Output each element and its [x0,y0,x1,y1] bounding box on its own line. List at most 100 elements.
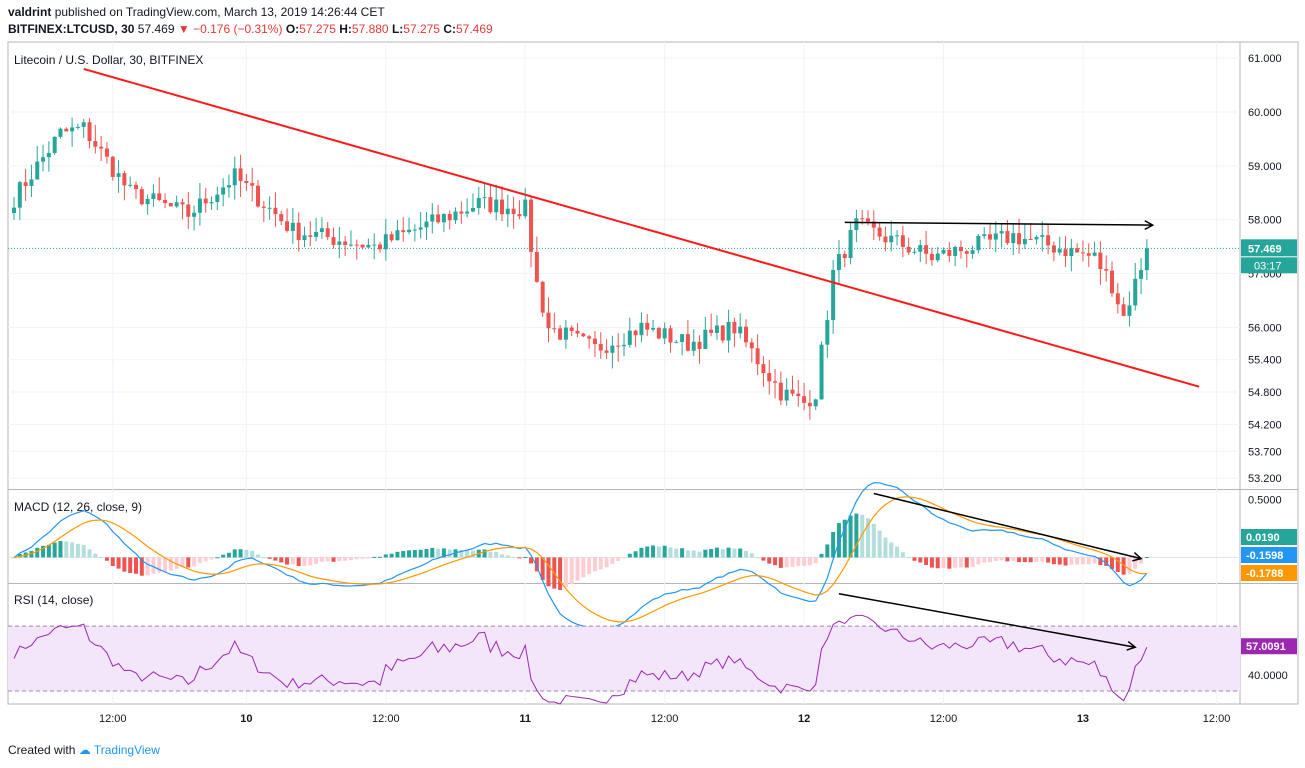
candle-body [796,393,801,397]
candle-body [622,344,626,347]
candle-body [993,233,998,240]
macd-histogram-bar [430,547,435,558]
close-label: C: [443,22,456,36]
candle-body [168,203,173,207]
macd-histogram-bar [482,549,487,558]
candle-body [308,235,313,237]
macd-y-tick: 0.5000 [1248,494,1282,506]
macd-histogram-bar [441,548,446,558]
macd-histogram-bar [953,557,958,568]
candle-body [325,228,330,238]
candle-body [261,206,266,208]
candle-body [128,184,133,186]
macd-histogram-bar [1051,557,1056,565]
candle-body [256,185,260,207]
candle-body [424,221,429,228]
macd-histogram-bar [668,547,673,558]
macd-histogram-bar [842,519,847,558]
macd-histogram-bar [151,557,156,574]
macd-histogram-bar [459,549,464,558]
candle-body [354,244,359,246]
candle-body [296,222,301,241]
candle-body [41,157,46,162]
macd-histogram-bar [964,557,969,568]
candle-body [523,199,528,217]
macd-histogram-bar [17,553,22,558]
candle-body [929,253,934,261]
candle-body [366,244,371,248]
macd-histogram-bar [209,557,214,560]
author-name[interactable]: valdrint [8,5,52,19]
macd-histogram-bar [256,554,260,558]
countdown-label: 03:17 [1254,260,1282,272]
macd-histogram-bar [348,557,353,561]
tradingview-brand[interactable]: TradingView [93,743,160,757]
macd-histogram-bar [285,557,290,565]
candle-body [116,173,121,177]
candle-body [360,244,365,248]
candle-body [552,328,557,330]
macd-histogram-bar [592,557,597,572]
candle-body [1017,233,1022,245]
macd-histogram-bar [807,557,812,566]
candle-body [465,211,470,214]
rsi-divergence-arrow [838,592,1136,648]
macd-histogram-bar [1046,557,1051,563]
macd-histogram-bar [1104,557,1109,566]
macd-histogram-bar [680,548,685,558]
macd-histogram-bar [128,557,133,573]
candle-body [395,230,400,241]
candle-body [1063,249,1068,257]
low-value: 57.275 [403,22,440,36]
resistance-arrow-head [1144,220,1155,231]
macd-histogram-bar [418,549,423,558]
macd-histogram-bar [46,544,51,558]
macd-value-label: -0.1598 [1246,550,1283,562]
macd-histogram-bar [529,557,534,564]
x-tick-label: 12:00 [651,713,679,725]
candle-body [1080,252,1085,254]
macd-histogram-bar [575,557,580,581]
macd-histogram-bar [813,557,818,564]
candle-body [1115,293,1120,305]
candle-body [226,185,231,188]
candle-body [17,182,22,208]
candle-body [447,214,452,221]
candle-body [81,122,86,127]
candle-body [964,251,969,254]
candle-body [558,328,563,340]
macd-histogram-bar [250,550,255,558]
candle-body [122,173,127,186]
candle-body [662,328,667,339]
publish-text: published on TradingView.com, March 13, … [54,5,385,19]
tradingview-logo-icon[interactable]: ☁ [78,743,91,757]
macd-histogram-bar [192,557,197,567]
candle-body [1034,236,1039,240]
macd-histogram-bar [296,557,301,567]
last-price-tag [1241,239,1297,257]
candle-body [290,222,295,231]
candle-body [668,328,673,343]
candle-body [163,200,168,204]
macd-histogram-bar [517,557,522,559]
macd-value-label: 0.0190 [1246,532,1280,544]
candle-body [180,202,185,205]
candle-body [1127,305,1132,316]
rsi-title: RSI (14, close) [14,593,93,607]
macd-histogram-bar [895,546,900,558]
macd-histogram-bar [790,557,795,567]
macd-histogram-bar [314,557,319,564]
candle-body [511,208,516,215]
macd-histogram-bar [383,554,388,558]
macd-histogram-bar [889,542,894,558]
candle-body [836,254,841,271]
macd-histogram-bar [221,554,226,558]
candle-body [598,344,603,351]
candle-body [273,207,278,215]
candle-body [761,364,766,374]
candle-body [482,197,487,199]
candle-body [459,211,464,214]
macd-histogram-bar [924,557,929,566]
candle-body [418,227,423,230]
